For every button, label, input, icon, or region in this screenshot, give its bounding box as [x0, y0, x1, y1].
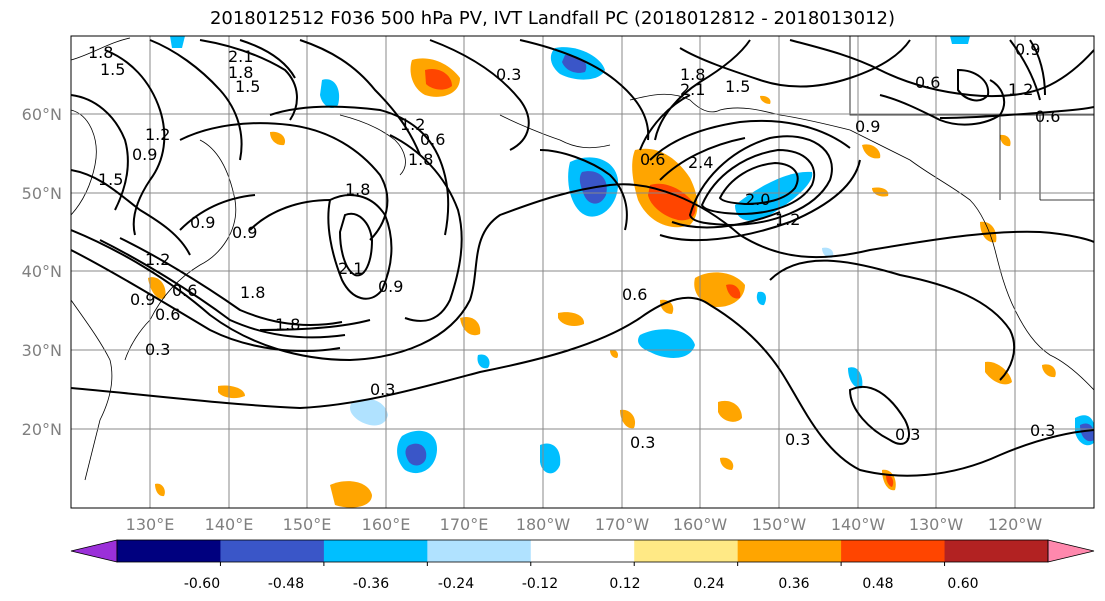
contour-label: 1.2 [775, 210, 800, 229]
contour-label: 0.9 [190, 213, 215, 232]
pv-contours [71, 39, 1094, 477]
colorbar-segment [1047, 539, 1095, 563]
contour-label: 0.9 [130, 290, 155, 309]
contour-label: 0.3 [1030, 421, 1055, 440]
contour-label: 1.2 [400, 115, 425, 134]
lon-label: 150°W [752, 515, 807, 534]
contour-label: 0.9 [132, 145, 157, 164]
map-background [71, 36, 1094, 508]
lat-label: 30°N [22, 341, 62, 360]
contour-label: 1.5 [100, 60, 125, 79]
lon-label: 160°W [673, 515, 728, 534]
colorbar-tick-label: -0.48 [268, 576, 304, 592]
contour-label: 0.9 [1015, 40, 1040, 59]
contour-label: 1.2 [145, 250, 170, 269]
lat-label: 40°N [22, 262, 62, 281]
contour-label: 0.9 [232, 223, 257, 242]
colorbar-segment [737, 540, 842, 562]
colorbar-segment [70, 539, 118, 563]
contour-label: 0.3 [895, 425, 920, 444]
lon-label: 180°W [516, 515, 571, 534]
lat-label: 50°N [22, 184, 62, 203]
colorbar-tick-label: -0.60 [184, 576, 220, 592]
contour-label: 0.3 [630, 433, 655, 452]
contour-label: 0.3 [370, 380, 395, 399]
contour-label: 2.1 [338, 259, 363, 278]
colorbar-tick-label: -0.36 [353, 576, 389, 592]
lon-label: 150°E [283, 515, 332, 534]
colorbar-segment [634, 540, 739, 562]
contour-label: 0.3 [145, 340, 170, 359]
contour-label: 1.5 [725, 77, 750, 96]
colorbar [70, 539, 1095, 566]
lon-label: 120°W [988, 515, 1043, 534]
colorbar-segment [944, 540, 1049, 562]
contour-label: 1.8 [680, 65, 705, 84]
contour-label: 1.8 [228, 63, 253, 82]
colorbar-segment [841, 540, 946, 562]
contour-label: 1.5 [235, 77, 260, 96]
contour-label-group: 1.8 1.5 2.1 1.8 1.5 1.2 0.9 1.5 0.9 1.2 … [88, 40, 1060, 452]
contour-label: 0.6 [172, 281, 197, 300]
shaded-anomalies [148, 36, 1094, 508]
contour-label: 1.5 [98, 170, 123, 189]
map-title: 2018012512 F036 500 hPa PV, IVT Landfall… [209, 8, 896, 29]
lon-label: 130°W [909, 515, 964, 534]
contour-label: 1.2 [1008, 80, 1033, 99]
colorbar-tick-label: 0.12 [609, 576, 640, 592]
lon-label: 140°E [205, 515, 254, 534]
colorbar-segment [427, 540, 532, 562]
lon-label: 140°W [831, 515, 886, 534]
contour-label: 1.2 [145, 125, 170, 144]
colorbar-tick-label: 0.60 [947, 576, 978, 592]
contour-label: 0.6 [155, 305, 180, 324]
contour-label: 0.6 [915, 73, 940, 92]
contour-label: 0.9 [855, 117, 880, 136]
colorbar-frame [116, 539, 1049, 563]
colorbar-segment [323, 540, 428, 562]
contour-label: 2.1 [228, 47, 253, 66]
lon-label: 170°E [440, 515, 489, 534]
contour-label: 2.4 [688, 153, 713, 172]
contour-label: 1.8 [408, 150, 433, 169]
lon-label: 170°W [595, 515, 650, 534]
contour-label: 1.8 [275, 315, 300, 334]
contour-label: 0.6 [420, 130, 445, 149]
colorbar-labels: -0.60 -0.48 -0.36 -0.24 -0.12 0.12 0.24 … [184, 576, 979, 592]
contour-label: 2.0 [745, 190, 770, 209]
colorbar-segment [117, 540, 221, 562]
latitude-axis: 60°N 50°N 40°N 30°N 20°N [22, 105, 62, 439]
colorbar-segment [220, 540, 325, 562]
lon-label: 130°E [126, 515, 175, 534]
lat-label: 60°N [22, 105, 62, 124]
lat-label: 20°N [22, 420, 62, 439]
contour-label: 0.6 [1035, 107, 1060, 126]
contour-label: 0.3 [496, 65, 521, 84]
colorbar-tick-label: 0.36 [778, 576, 809, 592]
colorbar-segment [530, 540, 635, 562]
contour-label: 1.8 [240, 283, 265, 302]
coastlines [71, 36, 1094, 481]
colorbar-tick-label: 0.24 [693, 576, 724, 592]
contour-label: 0.3 [785, 430, 810, 449]
lon-label: 160°E [362, 515, 411, 534]
map-frame [70, 35, 1095, 509]
colorbar-tick-label: -0.12 [522, 576, 558, 592]
contour-label: 0.9 [378, 277, 403, 296]
contour-label: 0.6 [640, 150, 665, 169]
contour-label: 1.8 [88, 43, 113, 62]
colorbar-tick-label: 0.48 [862, 576, 893, 592]
longitude-axis: 130°E 140°E 150°E 160°E 170°E 180°W 170°… [126, 515, 1043, 534]
colorbar-tick-label: -0.24 [438, 576, 474, 592]
contour-label: 1.8 [345, 180, 370, 199]
contour-label: 2.1 [680, 80, 705, 99]
contour-label: 0.6 [622, 285, 647, 304]
